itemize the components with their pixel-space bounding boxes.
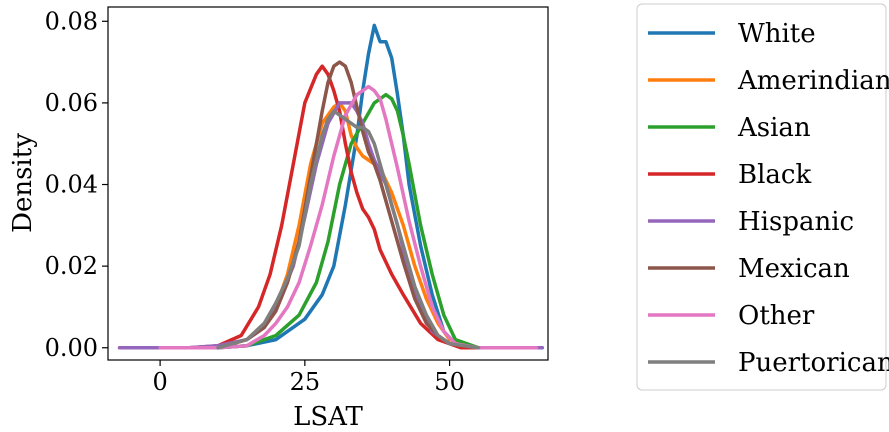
series-line-amerindian — [216, 101, 510, 350]
series-line-other — [158, 84, 539, 350]
legend-label: Amerindian — [737, 66, 889, 96]
x-axis-ticks: 0 25 50 — [152, 360, 465, 396]
plot-frame — [107, 6, 549, 361]
legend-item-other: Other — [648, 301, 815, 331]
legend-item-mexican: Mexican — [648, 254, 850, 284]
legend-label: Hispanic — [738, 207, 854, 237]
series-line-asian — [216, 92, 510, 350]
legend-item-amerindian: Amerindian — [648, 66, 889, 96]
legend-label: White — [738, 19, 816, 49]
y-axis-label: Density — [8, 133, 38, 233]
legend-label: Asian — [737, 113, 811, 143]
series-line-mexican — [216, 60, 481, 350]
legend-item-white: White — [648, 19, 816, 49]
x-tick-label: 25 — [290, 368, 321, 396]
series-lines — [117, 23, 544, 350]
legend: White Amerindian Asian Black Hispanic Mexican… — [636, 3, 889, 391]
legend-item-puertorican: Puertorican — [648, 348, 889, 378]
y-tick-label: 0.04 — [45, 171, 98, 199]
legend-item-asian: Asian — [648, 113, 811, 143]
legend-item-black: Black — [648, 160, 811, 190]
legend-label: Mexican — [738, 254, 850, 284]
series-line-black — [117, 64, 521, 350]
legend-frame — [636, 3, 887, 391]
y-axis-ticks: 0.00 0.02 0.04 0.06 0.08 — [45, 7, 108, 362]
x-axis-label: LSAT — [293, 402, 363, 432]
y-tick-label: 0.08 — [45, 7, 98, 35]
y-tick-label: 0.06 — [45, 89, 98, 117]
y-tick-label: 0.02 — [45, 252, 98, 280]
y-tick-label: 0.00 — [45, 334, 98, 362]
legend-label: Puertorican — [738, 348, 889, 378]
series-line-puertorican — [216, 109, 481, 350]
legend-item-hispanic: Hispanic — [648, 207, 854, 237]
legend-label: Black — [738, 160, 811, 190]
x-tick-label: 0 — [152, 368, 167, 396]
x-tick-label: 50 — [434, 368, 465, 396]
legend-label: Other — [738, 301, 815, 331]
